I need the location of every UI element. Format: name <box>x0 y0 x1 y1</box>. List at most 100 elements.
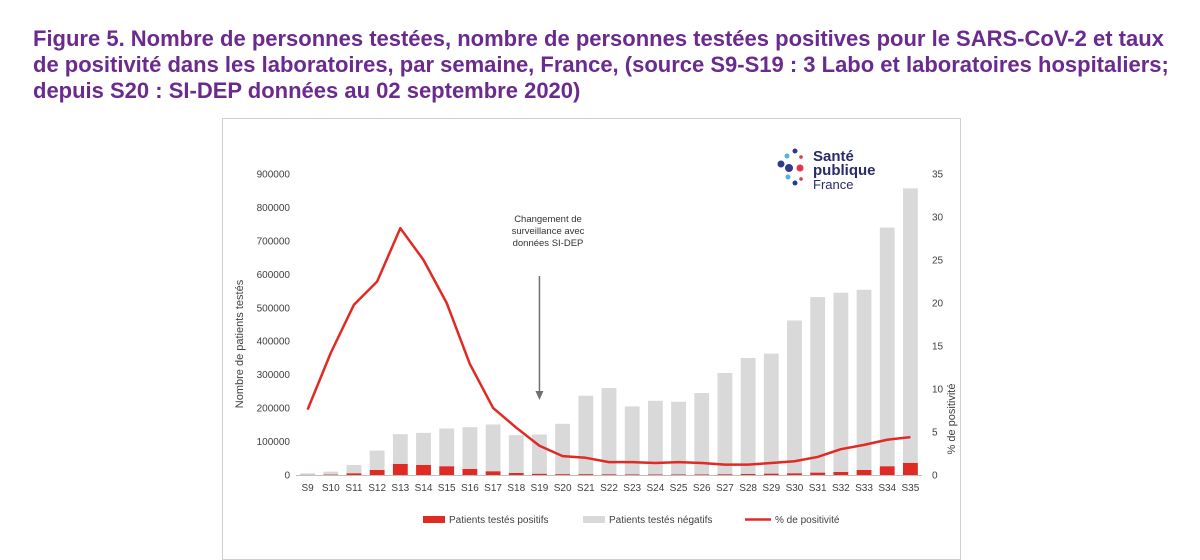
bar-negative <box>416 433 431 465</box>
y2-tick-label: 15 <box>932 342 944 353</box>
bar-negative <box>671 402 686 475</box>
x-tick-label: S15 <box>438 483 456 494</box>
x-tick-label: S18 <box>507 483 525 494</box>
x-tick-label: S17 <box>484 483 502 494</box>
bar-negative <box>880 228 895 467</box>
x-tick-label: S35 <box>902 483 920 494</box>
bar-positive <box>509 473 524 475</box>
x-tick-label: S29 <box>762 483 780 494</box>
chart-frame: Santé publique France Nombre de patients… <box>222 118 961 560</box>
bar-negative <box>393 434 408 464</box>
bar-negative <box>718 373 733 474</box>
x-tick-label: S28 <box>739 483 757 494</box>
y-tick-label: 300000 <box>257 370 291 381</box>
legend-swatch-positive <box>423 516 445 523</box>
sante-publique-france-logo: Santé publique France <box>778 148 876 192</box>
bar-positive <box>857 470 872 475</box>
bar-positive <box>648 474 663 475</box>
x-tick-label: S20 <box>554 483 572 494</box>
logo-dot <box>797 165 804 172</box>
bar-positive <box>764 474 779 475</box>
bar-negative <box>509 435 524 473</box>
x-tick-label: S26 <box>693 483 711 494</box>
bar-negative <box>764 354 779 474</box>
y2-tick-label: 25 <box>932 256 944 267</box>
logo-dot <box>793 149 798 154</box>
bar-positive <box>810 473 825 475</box>
bar-positive <box>347 473 362 475</box>
legend-label-line: % de positivité <box>775 515 840 526</box>
x-tick-label: S14 <box>415 483 433 494</box>
annotation-line-1: Changement de <box>514 214 582 225</box>
y-tick-label: 800000 <box>257 203 291 214</box>
plot-area: 0100000200000300000400000500000600000700… <box>257 170 944 495</box>
bar-negative <box>370 451 385 470</box>
y-tick-label: 700000 <box>257 236 291 247</box>
bar-negative <box>462 427 477 469</box>
bar-positive <box>694 474 709 475</box>
bar-positive <box>833 472 848 475</box>
annotation-line-2: surveillance avec <box>512 226 585 237</box>
y-tick-label: 400000 <box>257 337 291 348</box>
logo-dot <box>785 154 790 159</box>
bar-negative <box>323 472 338 475</box>
y-tick-label: 600000 <box>257 270 291 281</box>
bar-negative <box>555 424 570 474</box>
bar-negative <box>439 429 454 467</box>
y2-tick-label: 5 <box>932 428 938 439</box>
legend-swatch-negative <box>583 516 605 523</box>
bar-positive <box>602 474 617 475</box>
bar-positive <box>903 463 918 475</box>
bar-positive <box>625 474 640 475</box>
bar-negative <box>300 473 315 475</box>
y2-tick-label: 35 <box>932 170 944 181</box>
chart: Santé publique France Nombre de patients… <box>223 119 960 559</box>
bar-negative <box>903 188 918 463</box>
bar-positive <box>462 469 477 475</box>
x-tick-label: S31 <box>809 483 827 494</box>
bar-positive <box>486 471 501 475</box>
logo-dot <box>799 177 803 181</box>
bar-positive <box>416 465 431 475</box>
x-tick-label: S24 <box>646 483 664 494</box>
x-tick-label: S9 <box>301 483 314 494</box>
bar-negative <box>486 424 501 471</box>
x-tick-label: S19 <box>531 483 549 494</box>
annotation-line-3: données SI-DEP <box>513 238 584 249</box>
legend-label-negative: Patients testés négatifs <box>609 515 712 526</box>
x-tick-label: S16 <box>461 483 479 494</box>
figure-title: Figure 5. Nombre de personnes testées, n… <box>33 26 1183 104</box>
y2-tick-label: 0 <box>932 471 938 482</box>
bar-positive <box>880 466 895 475</box>
y2-tick-label: 20 <box>932 299 944 310</box>
bar-negative <box>787 320 802 473</box>
x-tick-label: S23 <box>623 483 641 494</box>
bar-negative <box>741 358 756 474</box>
y-tick-label: 0 <box>284 471 290 482</box>
x-tick-label: S32 <box>832 483 850 494</box>
bar-positive <box>741 474 756 475</box>
bar-positive <box>555 474 570 475</box>
legend: Patients testés positifs Patients testés… <box>423 515 840 526</box>
bar-positive <box>718 474 733 475</box>
bar-negative <box>833 293 848 472</box>
x-tick-label: S30 <box>786 483 804 494</box>
x-tick-label: S22 <box>600 483 618 494</box>
logo-dot <box>799 155 803 159</box>
logo-dot <box>786 175 791 180</box>
bar-positive <box>787 473 802 475</box>
bar-negative <box>625 406 640 474</box>
y2-tick-label: 10 <box>932 385 944 396</box>
logo-line-3: France <box>813 177 853 192</box>
y-tick-label: 100000 <box>257 437 291 448</box>
bar-negative <box>810 297 825 473</box>
annotation-arrow-head <box>535 391 543 400</box>
x-tick-label: S25 <box>670 483 688 494</box>
y-tick-label: 500000 <box>257 303 291 314</box>
x-tick-label: S34 <box>878 483 896 494</box>
bar-positive <box>578 474 593 475</box>
logo-dot <box>778 161 785 168</box>
bar-negative <box>578 396 593 474</box>
bar-positive <box>439 466 454 475</box>
x-tick-label: S27 <box>716 483 734 494</box>
